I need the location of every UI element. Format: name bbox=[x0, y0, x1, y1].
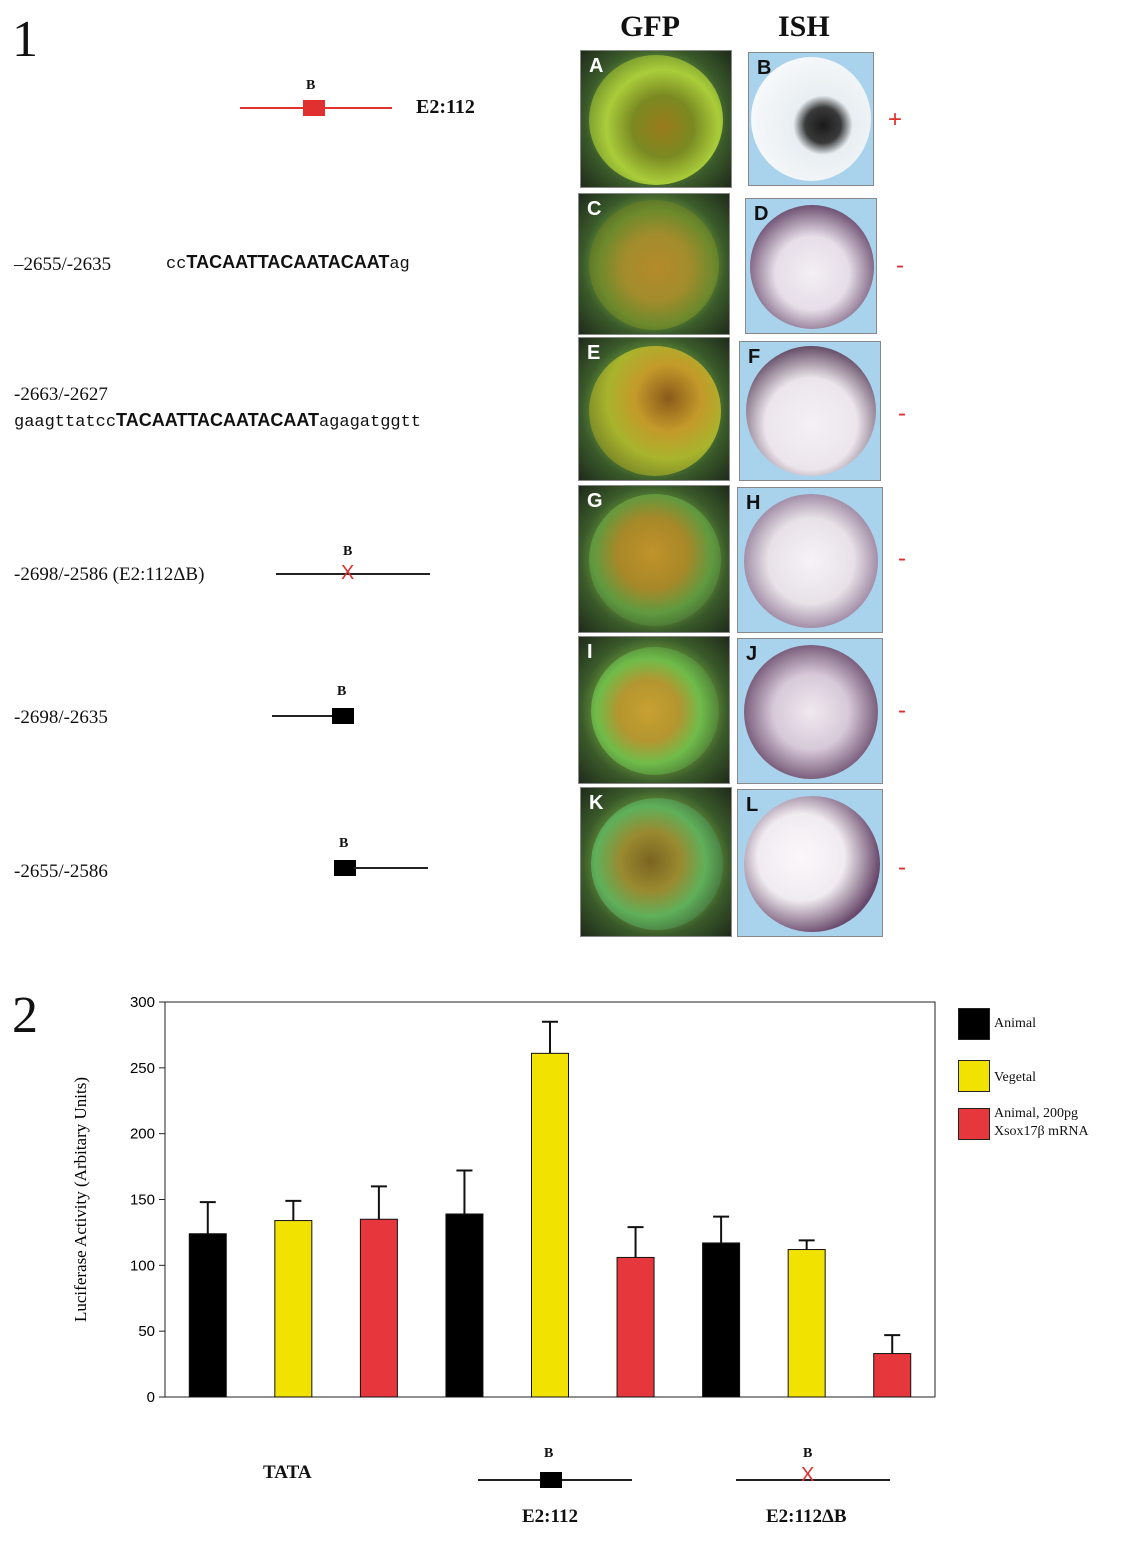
b-element-box bbox=[303, 100, 325, 116]
result-sign: - bbox=[896, 252, 904, 279]
y-tick-label: 100 bbox=[130, 1257, 155, 1274]
b-element-label: B bbox=[544, 1446, 554, 1461]
bar bbox=[873, 1353, 912, 1398]
deletion-mark-icon: X bbox=[801, 1464, 815, 1486]
y-tick-label: 50 bbox=[138, 1323, 155, 1340]
sequence-core: TACAATTACAATACAAT bbox=[186, 252, 390, 272]
ish-panel-b: B bbox=[748, 52, 874, 186]
figure-2-number: 2 bbox=[12, 987, 38, 1044]
bar bbox=[445, 1213, 484, 1398]
b-element-label: B bbox=[306, 78, 316, 93]
panel-label: K bbox=[589, 792, 604, 814]
ish-panel-d: D bbox=[745, 198, 877, 334]
panel-label: F bbox=[748, 346, 761, 368]
panel-label: H bbox=[746, 492, 761, 514]
b-element-box bbox=[540, 1472, 562, 1488]
sequence-suffix: agagatggtt bbox=[318, 413, 422, 432]
sequence: ccTACAATTACAATACAATag bbox=[166, 252, 410, 274]
bar bbox=[274, 1220, 313, 1398]
construct-line-box-diagram bbox=[272, 708, 354, 724]
y-tick-label: 150 bbox=[130, 1192, 155, 1209]
result-sign: + bbox=[888, 106, 903, 133]
column-header-ish: ISH bbox=[778, 10, 830, 43]
result-sign: - bbox=[898, 697, 906, 724]
gfp-panel-g: G bbox=[578, 485, 730, 633]
row-label: E2:112 bbox=[416, 96, 475, 118]
construct-box-line-diagram bbox=[334, 860, 428, 876]
b-element-box bbox=[332, 708, 354, 724]
bar bbox=[531, 1052, 569, 1398]
b-element-box bbox=[334, 860, 356, 876]
sequence-prefix: gaagttatcc bbox=[14, 413, 117, 432]
panel-label: C bbox=[587, 198, 602, 220]
result-sign: - bbox=[898, 854, 906, 881]
ish-panel-f: F bbox=[739, 341, 881, 481]
luciferase-bar-chart: 0 50 100 150 200 250 300 Luciferase Activity (A… bbox=[71, 994, 936, 1406]
result-sign: - bbox=[898, 400, 906, 427]
legend-swatch-animal bbox=[958, 1008, 990, 1040]
construct-deletion-diagram bbox=[276, 573, 430, 575]
bar bbox=[787, 1249, 826, 1398]
panel-label: E bbox=[587, 342, 601, 364]
deletion-mark-icon: X bbox=[341, 562, 355, 584]
y-tick-label: 300 bbox=[130, 994, 155, 1011]
y-tick-label: 250 bbox=[130, 1060, 155, 1077]
b-element-label: B bbox=[803, 1446, 813, 1461]
row-label: -2655/-2586 bbox=[14, 861, 108, 882]
ish-panel-l: L bbox=[737, 789, 883, 937]
row-label: -2663/-2627 bbox=[14, 384, 108, 405]
sequence-suffix: ag bbox=[389, 255, 410, 274]
sequence: gaagttatccTACAATTACAATACAATagagatggtt bbox=[14, 410, 421, 432]
gfp-panel-c: C bbox=[578, 193, 730, 335]
construct-e2-112-diagram bbox=[478, 1472, 632, 1488]
ish-panel-h: H bbox=[737, 487, 883, 633]
legend-label-sox17-line2: Xsox17β mRNA bbox=[994, 1124, 1089, 1139]
column-header-gfp: GFP bbox=[620, 10, 680, 43]
figure-1-number: 1 bbox=[12, 11, 38, 68]
y-axis-label: Luciferase Activity (Arbitary Units) bbox=[71, 1077, 90, 1322]
b-element-label: B bbox=[337, 684, 347, 699]
panel-label: I bbox=[587, 641, 593, 663]
bar bbox=[616, 1256, 655, 1398]
gfp-panel-k: K bbox=[580, 787, 732, 937]
group-label-e2-112: E2:112 bbox=[522, 1506, 578, 1527]
row-label: –2655/-2635 bbox=[14, 254, 112, 275]
panel-label: J bbox=[746, 643, 758, 665]
legend-label-vegetal: Vegetal bbox=[994, 1070, 1036, 1085]
y-tick-label: 0 bbox=[147, 1389, 155, 1406]
legend-swatch-vegetal bbox=[958, 1060, 990, 1092]
b-element-label: B bbox=[343, 544, 353, 559]
panel-label: L bbox=[746, 794, 759, 816]
gfp-panel-i: I bbox=[578, 636, 730, 784]
panel-label: G bbox=[587, 490, 603, 512]
ish-panel-j: J bbox=[737, 638, 883, 784]
sequence-core: TACAATTACAATACAAT bbox=[116, 410, 319, 430]
row-label: -2698/-2635 bbox=[14, 707, 108, 728]
panel-label: B bbox=[757, 57, 772, 79]
group-label-tata: TATA bbox=[263, 1462, 312, 1483]
legend-label-sox17-line1: Animal, 200pg bbox=[994, 1106, 1078, 1121]
b-element-label: B bbox=[339, 836, 349, 851]
legend-swatch-sox17 bbox=[958, 1108, 990, 1140]
panel-label: D bbox=[754, 203, 769, 225]
panel-label: A bbox=[589, 55, 604, 77]
construct-e2-112-diagram bbox=[240, 100, 392, 116]
gfp-panel-e: E bbox=[578, 337, 730, 481]
gfp-panel-a: A bbox=[580, 50, 732, 188]
result-sign: - bbox=[898, 545, 906, 572]
y-tick-label: 200 bbox=[130, 1126, 155, 1143]
row-label: -2698/-2586 (E2:112ΔB) bbox=[14, 564, 205, 585]
construct-deletion-diagram bbox=[736, 1479, 890, 1481]
group-label-e2-112-deltab: E2:112ΔB bbox=[766, 1506, 847, 1527]
sequence-prefix: cc bbox=[166, 255, 187, 274]
bar bbox=[702, 1242, 741, 1398]
legend-label-animal: Animal bbox=[994, 1016, 1036, 1031]
bar bbox=[359, 1218, 398, 1398]
bar bbox=[188, 1233, 227, 1398]
